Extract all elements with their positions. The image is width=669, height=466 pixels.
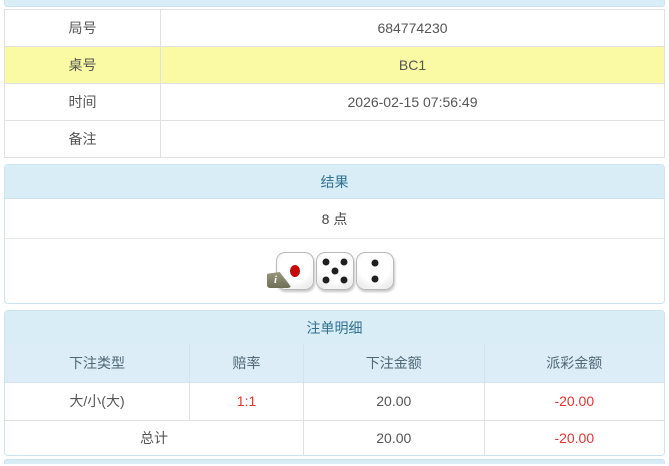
bets-panel-title: 注单明细 [5,311,664,345]
die-face-1: i [266,252,314,290]
result-panel-title: 结果 [5,165,664,199]
col-header-payout-amount: 派彩金额 [483,344,664,383]
time-value: 2026-02-15 07:56:49 [160,83,665,121]
bet-payout-value: -20.00 [483,381,664,421]
total-row: 总计 20.00 -20.00 [5,419,664,455]
col-header-bet-amount: 下注金额 [303,344,485,383]
col-header-odds: 赔率 [189,344,305,383]
remark-value [160,120,665,158]
bets-header-row: 下注类型 赔率 下注金额 派彩金额 [5,344,664,383]
bet-type-value: 大/小(大) [5,381,191,421]
game-id-label: 局号 [4,9,161,47]
dice-strip: i [266,252,394,290]
die-face-5 [315,252,354,290]
game-info-table: 局号 684774230 桌号 BC1 时间 2026-02-15 07:56:… [4,9,665,158]
total-label: 总计 [5,419,305,455]
bets-panel: 注单明细 下注类型 赔率 下注金额 派彩金额 大/小(大) 1:1 20.00 … [4,310,665,456]
result-points: 8 点 [5,199,664,239]
die-pip [322,276,329,284]
die-pip [371,259,378,267]
bet-odds-value: 1:1 [189,381,305,421]
time-label: 时间 [4,83,161,121]
die-pip [331,267,338,275]
die-face-2 [355,252,394,290]
die-pip [371,275,378,283]
game-id-value: 684774230 [160,9,665,47]
remark-label: 备注 [4,120,161,158]
table-row-time: 时间 2026-02-15 07:56:49 [4,83,665,121]
table-id-value: BC1 [160,46,665,84]
total-amount-value: 20.00 [303,419,485,455]
bet-row: 大/小(大) 1:1 20.00 -20.00 [5,381,664,421]
die-pip [340,258,347,266]
bets-table: 下注类型 赔率 下注金额 派彩金额 大/小(大) 1:1 20.00 -20.0… [5,344,664,455]
table-row-table-id: 桌号 BC1 [4,46,665,84]
die-pip [340,276,347,284]
cutoff-header-strip [4,0,665,7]
col-header-bet-type: 下注类型 [5,344,191,383]
table-row-game-id: 局号 684774230 [4,9,665,47]
info-badge-icon[interactable]: i [266,272,291,288]
die-pip [289,265,300,277]
result-panel: 结果 8 点 i [4,164,665,304]
dice-row: i [5,239,664,303]
bet-amount-value: 20.00 [303,381,485,421]
cutoff-footer-strip [4,459,665,464]
table-row-remark: 备注 [4,120,665,158]
total-payout-value: -20.00 [483,419,664,455]
table-id-label: 桌号 [4,46,161,84]
die-pip [322,258,329,266]
